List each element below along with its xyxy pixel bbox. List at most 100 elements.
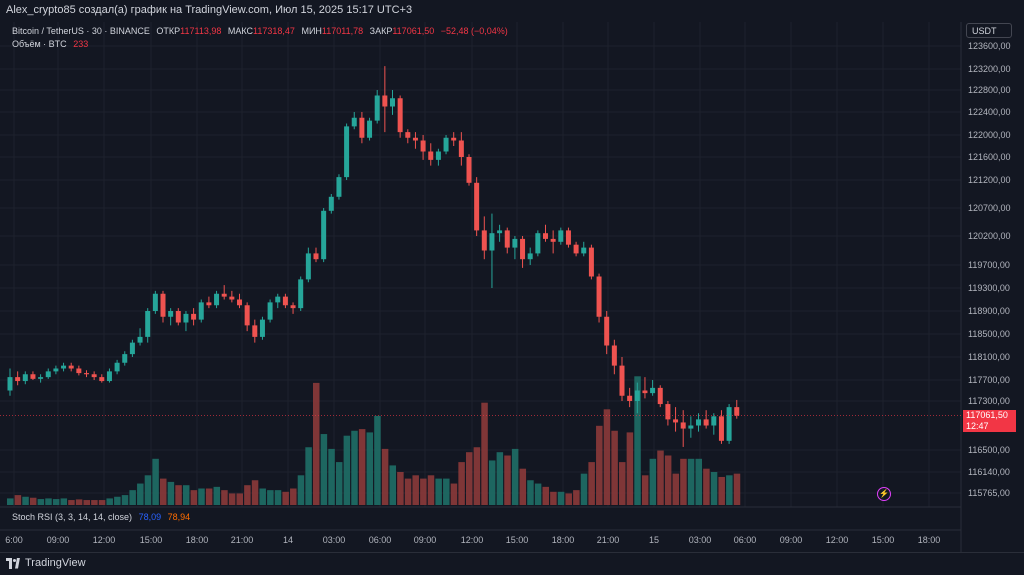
candle-body [45, 371, 51, 378]
volume-bar [420, 478, 427, 505]
candle-body [588, 247, 594, 277]
volume-bar [726, 475, 733, 505]
candle-body [99, 377, 105, 382]
price-tick-label: 118900,00 [968, 306, 1010, 316]
volume-bar [488, 460, 496, 505]
time-tick-label: 03:00 [323, 535, 346, 545]
volume-bar [228, 493, 236, 505]
volume-bar [221, 490, 228, 505]
volume-bar [695, 458, 702, 505]
candle-body [367, 120, 373, 138]
time-tick-label: 09:00 [47, 535, 70, 545]
volume-bar [198, 488, 205, 505]
volume-bar [466, 452, 473, 505]
time-tick-label: 18:00 [918, 535, 941, 545]
candle-body [244, 305, 250, 326]
price-tick-label: 118100,00 [968, 352, 1010, 362]
currency-button[interactable]: USDT [966, 23, 1012, 38]
volume-label[interactable]: Объём · BTC [12, 39, 67, 49]
volume-bar [83, 500, 90, 505]
candle-body [321, 210, 327, 260]
candle-body [673, 419, 679, 423]
lightning-icon[interactable]: ⚡ [877, 487, 891, 501]
time-tick-label: 12:00 [93, 535, 116, 545]
candle-body [336, 177, 342, 197]
time-tick-label: 6:00 [5, 535, 23, 545]
price-tick-label: 122000,00 [968, 130, 1011, 140]
candle-body [527, 253, 533, 260]
time-tick-label: 03:00 [689, 535, 712, 545]
volume-bar [68, 500, 75, 505]
candle-body [313, 253, 319, 260]
volume-bar [397, 472, 404, 505]
chart-title-bar: Alex_crypto85 создал(а) график на Tradin… [0, 0, 1024, 22]
low-label: МИН [301, 26, 322, 36]
price-tick-label: 115765,00 [968, 488, 1010, 498]
candle-body [688, 425, 694, 429]
rsi-label[interactable]: Stoch RSI (3, 3, 14, 14, close) [12, 512, 133, 522]
time-tick-label: 09:00 [780, 535, 803, 545]
volume-bar [267, 490, 274, 505]
volume-bar [114, 496, 121, 505]
candle-body [61, 365, 67, 369]
candle-body [665, 404, 671, 420]
candle-body [68, 365, 74, 369]
volume-bar [14, 495, 22, 505]
time-axis[interactable]: 6:00 09:00 12:00 15:00 18:00 21:00 14 03:00 06:0… [5, 535, 940, 545]
volume-legend[interactable]: Объём · BTC 233 [12, 39, 88, 49]
symbol-name[interactable]: Bitcoin / TetherUS · 30 · BINANCE [12, 26, 150, 36]
candle-body [596, 276, 602, 317]
price-tick-label: 117700,00 [968, 375, 1010, 385]
volume-bar [282, 491, 289, 505]
candle-body [680, 422, 686, 429]
volume-bar [205, 488, 213, 505]
change-value: −52,48 (−0,04%) [440, 26, 508, 36]
volume-bar [619, 462, 626, 505]
candle-body [397, 98, 403, 133]
candle-body [718, 416, 724, 441]
candle-body [267, 302, 273, 320]
volume-bar [190, 490, 198, 505]
volume-bar [144, 475, 152, 505]
time-tick-label: 21:00 [231, 535, 254, 545]
candle-body [405, 132, 411, 138]
candle-body [214, 293, 220, 306]
volume-bar [557, 491, 565, 505]
volume-bar [7, 498, 14, 505]
symbol-legend[interactable]: Bitcoin / TetherUS · 30 · BINANCE ОТКР11… [12, 26, 508, 36]
rsi-legend[interactable]: Stoch RSI (3, 3, 14, 14, close) 78,09 78… [12, 512, 190, 522]
volume-bar [121, 495, 129, 505]
volume-bar [213, 486, 221, 505]
volume-bar [718, 476, 725, 505]
price-chart[interactable]: 123600,00 123200,00 122800,00 122400,00 1220… [0, 0, 1024, 552]
candle-body [137, 336, 143, 343]
time-tick-label: 21:00 [597, 535, 620, 545]
candle-body [237, 299, 242, 306]
close-label: ЗАКР [369, 26, 393, 36]
candle-body [191, 313, 197, 320]
tradingview-logo[interactable]: TradingView [6, 557, 86, 569]
price-tick-label: 120700,00 [968, 203, 1011, 213]
candle-body [106, 371, 112, 382]
price-axis[interactable]: 123600,00 123200,00 122800,00 122400,00 1220… [968, 41, 1011, 498]
volume-bar [160, 478, 167, 505]
candle-body [428, 151, 434, 160]
volume-bar [98, 500, 106, 505]
time-tick-label: 15:00 [872, 535, 895, 545]
volume-bar [335, 462, 343, 505]
price-tick-label: 120200,00 [968, 231, 1011, 241]
volume-bar [680, 458, 687, 505]
tradingview-logo-icon [6, 557, 20, 569]
volume-bar [106, 498, 113, 505]
candle-body [22, 374, 28, 382]
candle-body [497, 230, 503, 234]
volume-bar [481, 402, 488, 505]
time-tick-label: 12:00 [826, 535, 849, 545]
candle-body [611, 345, 617, 366]
candle-body [290, 305, 296, 309]
volume-bar [22, 496, 29, 505]
volume-bar [657, 450, 664, 505]
volume-bar [358, 429, 366, 505]
candle-body [344, 126, 350, 178]
candle-body [183, 313, 189, 323]
